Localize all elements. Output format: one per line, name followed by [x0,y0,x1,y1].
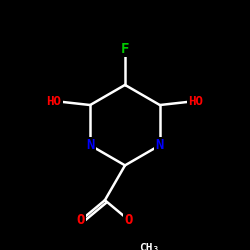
Text: N: N [156,138,164,152]
Text: HO: HO [188,94,204,108]
Text: F: F [121,42,129,56]
Text: O: O [125,213,133,227]
Text: CH₃: CH₃ [139,244,159,250]
Text: N: N [86,138,94,152]
Text: O: O [76,213,85,227]
Text: HO: HO [46,94,62,108]
